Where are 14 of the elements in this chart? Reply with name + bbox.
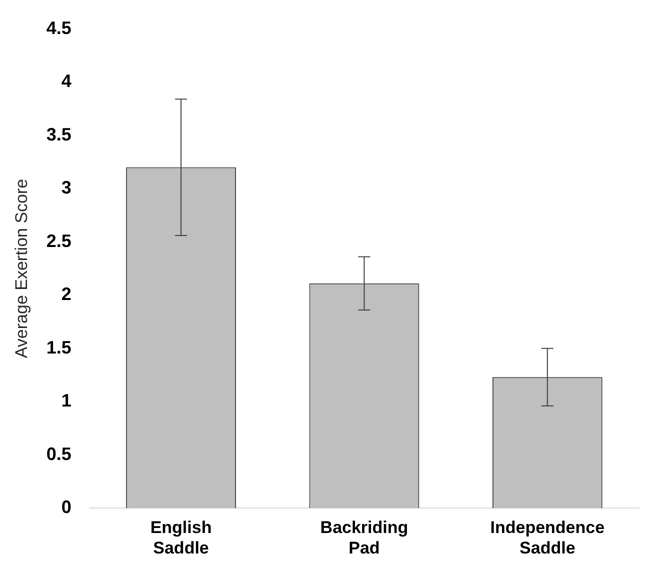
y-tick-label: 0 [61,497,72,518]
y-tick-label: 3 [61,178,72,198]
y-tick-label: 1.5 [46,337,72,358]
y-tick-label: 2.5 [46,230,72,251]
x-tick-label: English Saddle [150,518,212,558]
x-tick-label: Backriding Pad [320,518,408,558]
x-tick-label: Independence Saddle [490,518,605,558]
y-tick-label: 4.5 [46,18,72,38]
y-tick-label: 3.5 [46,124,72,144]
y-tick-label: 4 [61,71,72,92]
y-tick-label: 2 [61,284,72,304]
y-axis-title: Average Exertion Score [12,178,31,358]
y-tick-label: 1 [61,390,72,411]
y-tick-label: 0.5 [46,444,72,464]
